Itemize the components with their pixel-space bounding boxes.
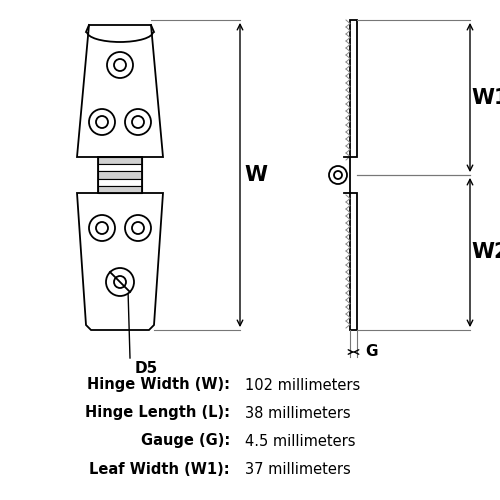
Bar xyxy=(98,157,142,164)
Text: 102 millimeters: 102 millimeters xyxy=(245,378,360,392)
Text: Hinge Width (W):: Hinge Width (W): xyxy=(87,378,230,392)
Circle shape xyxy=(334,171,342,179)
Circle shape xyxy=(114,59,126,71)
Text: Gauge (G):: Gauge (G): xyxy=(141,434,230,448)
Polygon shape xyxy=(77,25,163,157)
Bar xyxy=(350,193,357,330)
Circle shape xyxy=(132,222,144,234)
Text: Hinge Length (L):: Hinge Length (L): xyxy=(85,406,230,420)
Circle shape xyxy=(89,215,115,241)
Circle shape xyxy=(89,109,115,135)
Circle shape xyxy=(125,109,151,135)
Text: W1: W1 xyxy=(471,88,500,108)
Circle shape xyxy=(329,166,347,184)
Text: 4.5 millimeters: 4.5 millimeters xyxy=(245,434,356,448)
Circle shape xyxy=(114,276,126,288)
Circle shape xyxy=(96,222,108,234)
Circle shape xyxy=(125,215,151,241)
Bar xyxy=(98,164,142,172)
Bar xyxy=(98,172,142,178)
Circle shape xyxy=(132,116,144,128)
Text: W: W xyxy=(244,165,268,185)
Bar xyxy=(98,186,142,193)
Circle shape xyxy=(106,268,134,296)
Text: G: G xyxy=(365,344,378,360)
Bar xyxy=(350,20,357,157)
Text: 37 millimeters: 37 millimeters xyxy=(245,462,351,476)
Text: Leaf Width (W1):: Leaf Width (W1): xyxy=(90,462,230,476)
Bar xyxy=(98,157,142,193)
Bar xyxy=(98,178,142,186)
Polygon shape xyxy=(77,193,163,330)
Text: W2: W2 xyxy=(471,242,500,262)
Text: 38 millimeters: 38 millimeters xyxy=(245,406,350,420)
Circle shape xyxy=(96,116,108,128)
Text: D5: D5 xyxy=(135,361,158,376)
Circle shape xyxy=(107,52,133,78)
